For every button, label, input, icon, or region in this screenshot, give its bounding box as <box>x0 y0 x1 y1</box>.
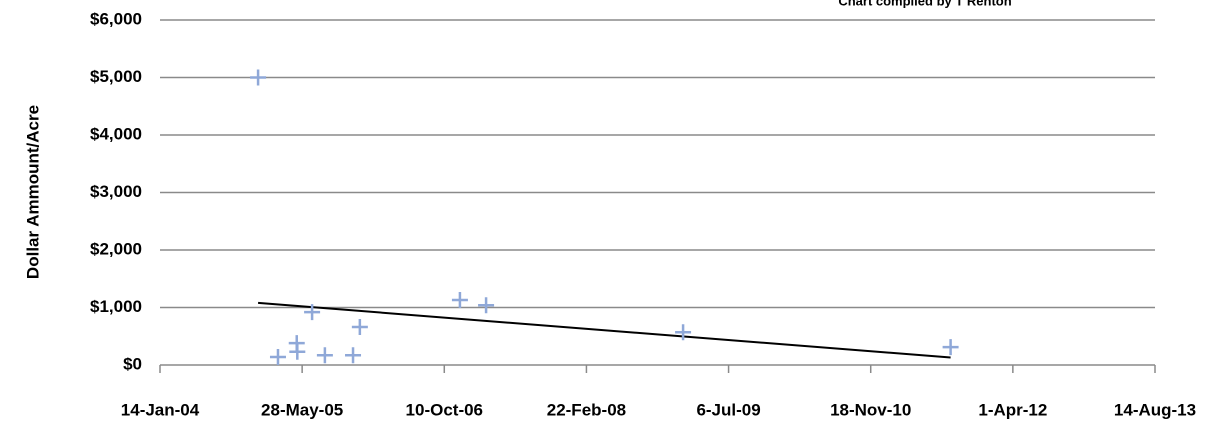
y-axis-label: Dollar Ammount/Acre <box>23 105 42 279</box>
x-tick-label: 14-Aug-13 <box>1114 400 1196 419</box>
data-point <box>316 347 333 364</box>
data-point <box>942 339 959 356</box>
x-tick-label: 22-Feb-08 <box>547 400 626 419</box>
x-tick-label: 1-Apr-12 <box>978 400 1047 419</box>
data-point <box>304 304 321 321</box>
x-tick-label: 10-Oct-06 <box>406 400 483 419</box>
chart-subtitle: Chart compiled by T Renton <box>838 0 1011 8</box>
y-tick-label: $0 <box>123 354 142 373</box>
data-point <box>351 319 368 336</box>
data-point <box>451 292 468 309</box>
x-tick-label: 28-May-05 <box>261 400 343 419</box>
data-point <box>345 347 362 364</box>
y-tick-label: $4,000 <box>90 124 142 143</box>
data-point <box>675 324 692 341</box>
y-tick-label: $3,000 <box>90 182 142 201</box>
data-point <box>289 343 306 360</box>
y-tick-label: $2,000 <box>90 239 142 258</box>
x-tick-label: 14-Jan-04 <box>121 400 200 419</box>
x-tick-label: 18-Nov-10 <box>830 400 911 419</box>
x-tick-label: 6-Jul-09 <box>696 400 760 419</box>
y-tick-label: $5,000 <box>90 67 142 86</box>
data-point <box>269 348 286 365</box>
trendline <box>257 301 951 359</box>
data-point <box>478 297 495 314</box>
y-tick-label: $6,000 <box>90 9 142 28</box>
data-point <box>250 69 267 86</box>
y-tick-label: $1,000 <box>90 297 142 316</box>
